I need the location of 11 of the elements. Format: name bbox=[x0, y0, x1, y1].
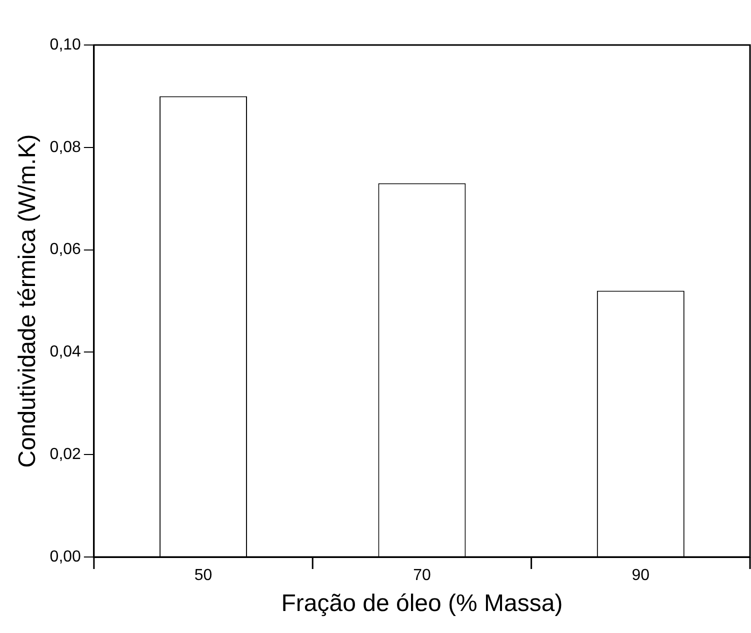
y-axis-title: Condutividade térmica (W/m.K) bbox=[14, 134, 42, 468]
y-tick-label: 0,06 bbox=[50, 241, 82, 258]
y-tick-label: 0,08 bbox=[50, 138, 82, 156]
y-tick-label: 0,04 bbox=[50, 344, 82, 361]
x-axis-title: Fração de óleo (% Massa) bbox=[281, 590, 563, 618]
x-tick-label: 50 bbox=[194, 567, 212, 584]
y-tick-label: 0,10 bbox=[50, 36, 82, 54]
x-tick-label: 70 bbox=[413, 567, 431, 584]
y-tick-label: 0,02 bbox=[50, 446, 82, 464]
x-tick-label: 90 bbox=[632, 567, 650, 584]
y-tick-label: 0,00 bbox=[50, 548, 82, 566]
